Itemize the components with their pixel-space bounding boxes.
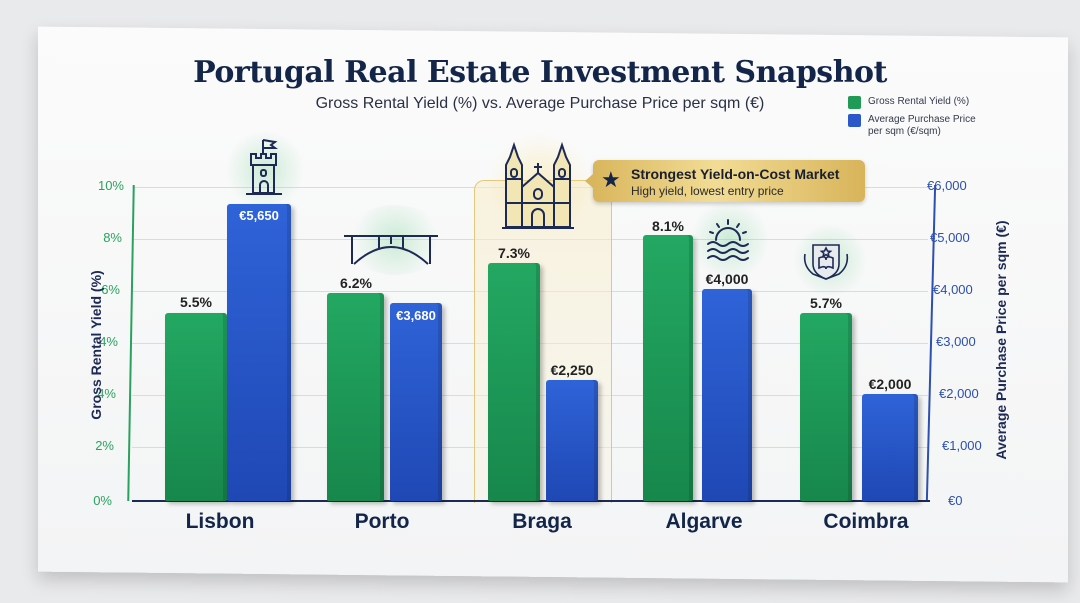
bar-yield-porto[interactable]	[327, 293, 384, 501]
annotation-callout: ★ Strongest Yield-on-Cost Market High yi…	[585, 160, 865, 202]
right-tick: €1,000	[942, 438, 982, 453]
category-label: Porto	[354, 510, 410, 533]
sun-waves-icon	[707, 219, 749, 261]
cathedral-icon	[502, 141, 574, 229]
icon-glow	[690, 200, 770, 280]
bar-yield-lisbon[interactable]	[165, 313, 227, 501]
value-label: 8.1%	[652, 218, 684, 234]
right-tick: €6,000	[927, 178, 967, 193]
y-axis-label-left: Gross Rental Yield (%)	[88, 270, 104, 420]
left-tick: 4%	[97, 386, 116, 401]
legend: Gross Rental Yield (%) Average Purchase …	[848, 96, 976, 143]
right-tick: €5,000	[930, 230, 970, 245]
bar-price-braga[interactable]	[546, 380, 598, 501]
left-tick: 10%	[97, 178, 124, 193]
right-tick: €2,000	[939, 386, 979, 401]
bar-yield-algarve[interactable]	[643, 235, 693, 501]
bridge-icon	[344, 235, 438, 265]
bar-price-porto[interactable]	[390, 303, 442, 501]
bar-price-coimbra[interactable]	[862, 394, 918, 501]
value-label: 6.2%	[340, 275, 372, 291]
left-tick: 0%	[93, 493, 112, 508]
value-label: €3,680	[396, 308, 436, 323]
category-label: Algarve	[665, 510, 743, 533]
value-label: 5.5%	[180, 294, 212, 310]
legend-label: Average Purchase Price per sqm (€/sqm)	[868, 114, 976, 137]
category-label: Coimbra	[823, 510, 909, 533]
blue-swatch-icon	[848, 114, 861, 127]
left-tick: 8%	[103, 230, 122, 245]
value-label: 5.7%	[810, 295, 842, 311]
value-label: 7.3%	[498, 245, 530, 261]
bar-yield-coimbra[interactable]	[800, 313, 852, 501]
legend-item-price: Average Purchase Price per sqm (€/sqm)	[848, 114, 976, 138]
callout-text: High yield, lowest entry price	[631, 184, 784, 198]
category-label: Lisbon	[185, 510, 255, 533]
left-tick: 4%	[99, 334, 118, 349]
category-label: Braga	[512, 510, 572, 533]
value-label: €4,000	[705, 271, 749, 287]
university-crest-icon	[803, 244, 849, 280]
right-tick: €3,000	[936, 334, 976, 349]
legend-item-yield: Gross Rental Yield (%)	[848, 96, 976, 109]
x-axis	[132, 500, 930, 502]
value-label: €5,650	[239, 208, 279, 223]
callout-title: Strongest Yield-on-Cost Market	[631, 166, 840, 182]
star-icon: ★	[601, 167, 621, 192]
bar-yield-braga[interactable]	[488, 263, 540, 501]
chart-subtitle: Gross Rental Yield (%) vs. Average Purch…	[315, 95, 765, 112]
bar-price-lisbon[interactable]	[227, 204, 291, 501]
y-axis-label-right: Average Purchase Price per sqm (€)	[993, 220, 1009, 460]
value-label: €2,000	[868, 376, 912, 392]
right-tick: €4,000	[933, 282, 973, 297]
chart-title: Portugal Real Estate Investment Snapshot	[193, 55, 887, 90]
right-tick: €0	[948, 493, 963, 508]
left-tick: 2%	[95, 438, 114, 453]
left-tick: 6%	[101, 282, 120, 297]
legend-label: Gross Rental Yield (%)	[868, 96, 970, 107]
value-label: €2,250	[550, 362, 594, 378]
bar-price-algarve[interactable]	[702, 289, 752, 501]
castle-tower-icon	[246, 139, 282, 195]
green-swatch-icon	[848, 96, 861, 109]
